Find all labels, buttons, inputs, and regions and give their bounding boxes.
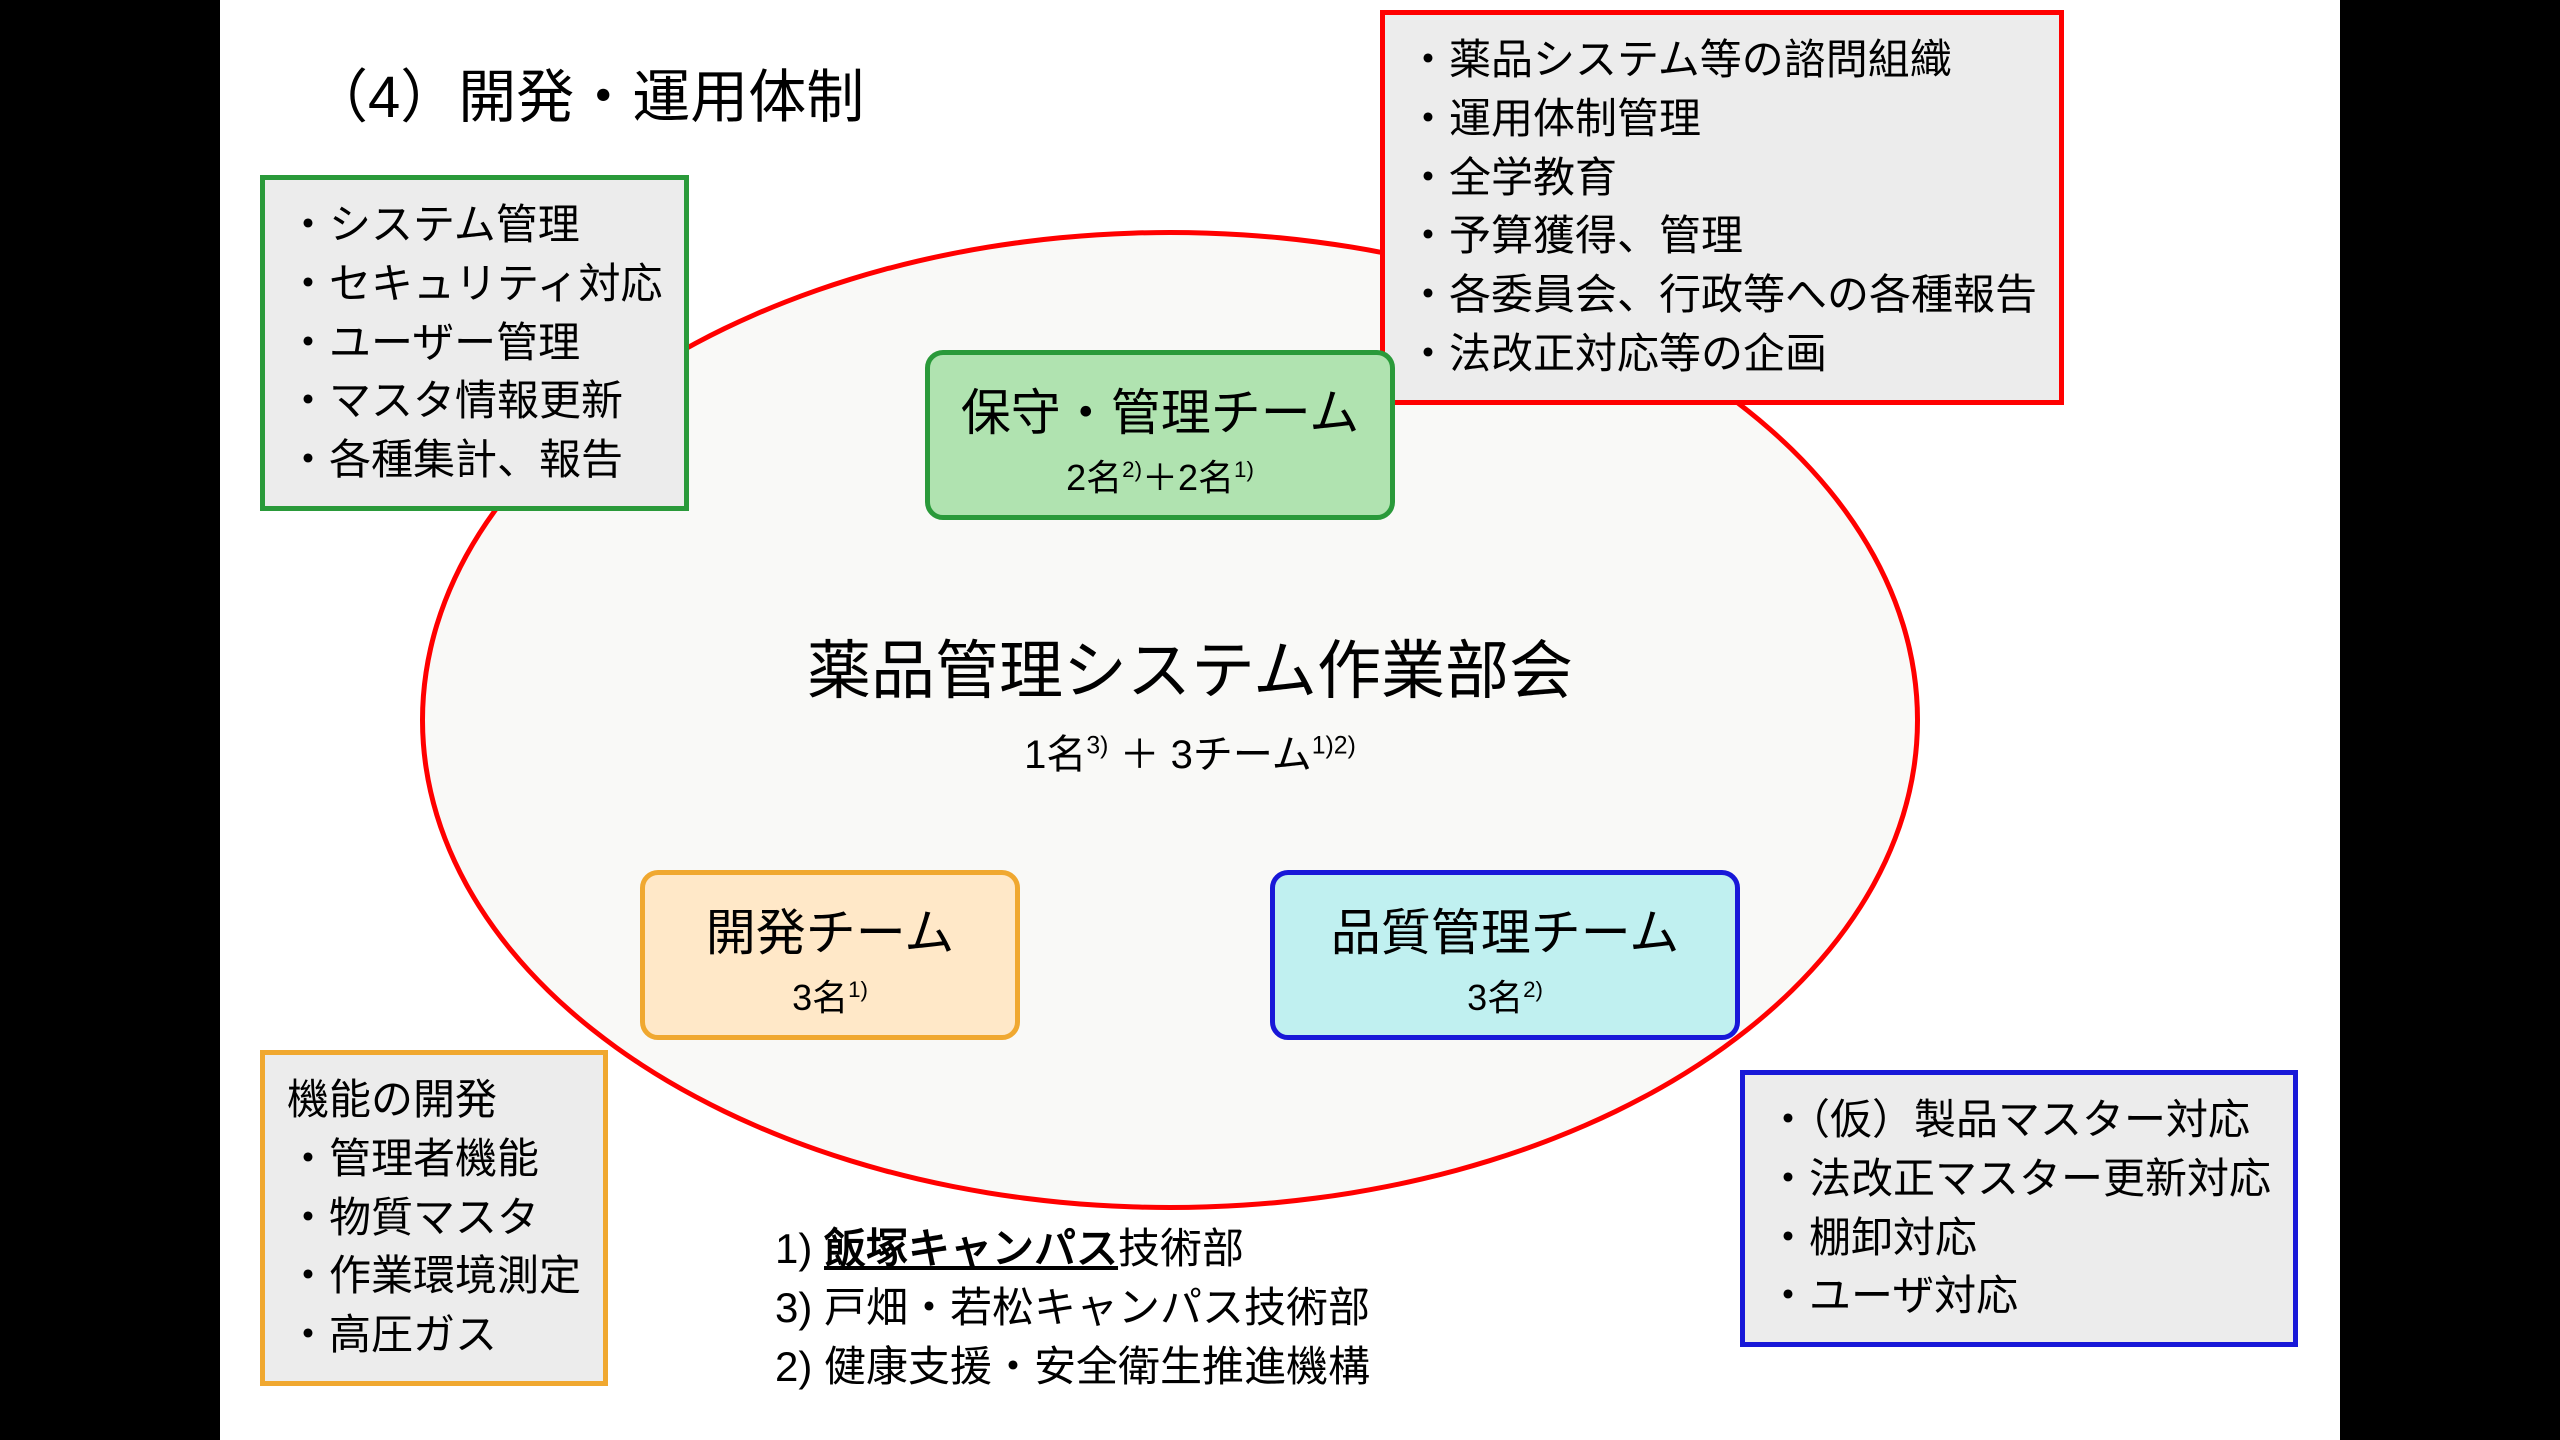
callout-item: ・運用体制管理 xyxy=(1407,90,2037,149)
callout-orange: 機能の開発 ・管理者機能 ・物質マスタ ・作業環境測定 ・高圧ガス xyxy=(260,1050,608,1386)
team-subtitle: 3名2) xyxy=(1305,969,1705,1021)
callout-item: ・法改正対応等の企画 xyxy=(1407,325,2037,384)
footnotes: 1) 飯塚キャンパス技術部 3) 戸畑・若松キャンパス技術部 2) 健康支援・安… xyxy=(775,1220,1370,1396)
team-title: 品質管理チーム xyxy=(1305,893,1705,965)
center-main: 薬品管理システム作業部会 xyxy=(660,620,1720,712)
callout-item: ・薬品システム等の諮問組織 xyxy=(1407,31,2037,90)
callout-item: ・ユーザー管理 xyxy=(287,314,662,373)
callout-item: ・全学教育 xyxy=(1407,149,2037,208)
callout-item: ・各委員会、行政等への各種報告 xyxy=(1407,266,2037,325)
team-subtitle: 2名2)＋2名1) xyxy=(960,449,1360,501)
footnote-1: 1) 飯塚キャンパス技術部 xyxy=(775,1220,1370,1279)
callout-item: ・システム管理 xyxy=(287,196,662,255)
callout-item: 機能の開発 xyxy=(287,1071,581,1130)
callout-item: ・作業環境測定 xyxy=(287,1247,581,1306)
team-development: 開発チーム 3名1) xyxy=(640,870,1020,1040)
callout-item: ・セキュリティ対応 xyxy=(287,255,662,314)
footnote-3: 3) 戸畑・若松キャンパス技術部 xyxy=(775,1279,1370,1338)
callout-item: ・予算獲得、管理 xyxy=(1407,207,2037,266)
slide-title: （4）開発・運用体制 xyxy=(310,50,864,134)
team-title: 開発チーム xyxy=(675,893,985,965)
callout-item: ・管理者機能 xyxy=(287,1130,581,1189)
callout-item: ・（仮）製品マスター対応 xyxy=(1767,1091,2271,1150)
callout-item: ・各種集計、報告 xyxy=(287,431,662,490)
center-group: 薬品管理システム作業部会 1名3) ＋ 3チーム1)2) xyxy=(660,620,1720,780)
callout-item: ・棚卸対応 xyxy=(1767,1209,2271,1268)
callout-item: ・マスタ情報更新 xyxy=(287,372,662,431)
callout-red: ・薬品システム等の諮問組織 ・運用体制管理 ・全学教育 ・予算獲得、管理 ・各委… xyxy=(1380,10,2064,405)
callout-item: ・ユーザ対応 xyxy=(1767,1267,2271,1326)
callout-item: ・高圧ガス xyxy=(287,1306,581,1365)
callout-blue: ・（仮）製品マスター対応 ・法改正マスター更新対応 ・棚卸対応 ・ユーザ対応 xyxy=(1740,1070,2298,1347)
footnote-2: 2) 健康支援・安全衛生推進機構 xyxy=(775,1338,1370,1397)
team-title: 保守・管理チーム xyxy=(960,373,1360,445)
team-quality: 品質管理チーム 3名2) xyxy=(1270,870,1740,1040)
slide-canvas: （4）開発・運用体制 ・薬品システム等の諮問組織 ・運用体制管理 ・全学教育 ・… xyxy=(220,0,2340,1440)
callout-item: ・法改正マスター更新対応 xyxy=(1767,1150,2271,1209)
team-subtitle: 3名1) xyxy=(675,969,985,1021)
center-sub: 1名3) ＋ 3チーム1)2) xyxy=(660,722,1720,780)
callout-item: ・物質マスタ xyxy=(287,1189,581,1248)
callout-green: ・システム管理 ・セキュリティ対応 ・ユーザー管理 ・マスタ情報更新 ・各種集計… xyxy=(260,175,689,511)
team-maintenance: 保守・管理チーム 2名2)＋2名1) xyxy=(925,350,1395,520)
